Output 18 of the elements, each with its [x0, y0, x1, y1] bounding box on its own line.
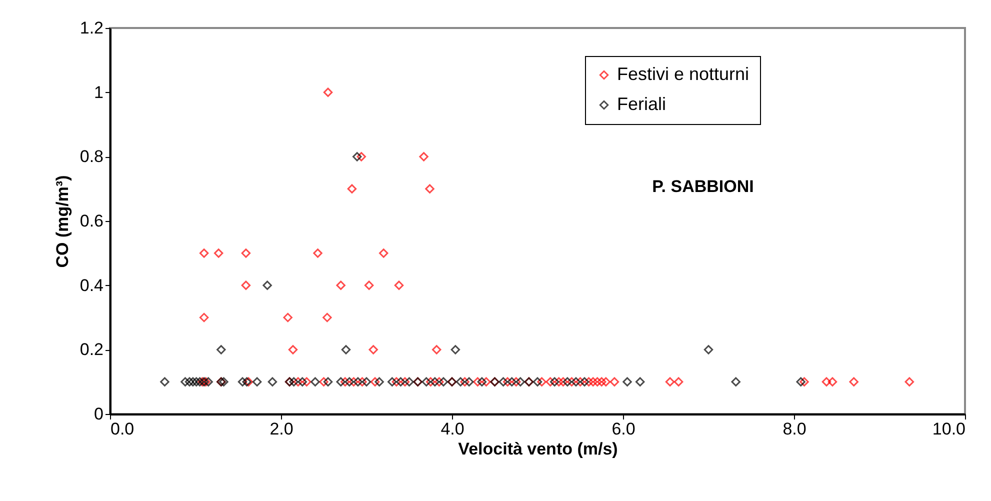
x-tick-label: 8.0	[782, 420, 806, 438]
y-tick-label: 0	[94, 404, 104, 424]
x-tick-label: 10.0	[932, 420, 966, 438]
legend-label: Feriali	[617, 94, 666, 114]
annotation: P. SABBIONI	[652, 177, 754, 196]
y-axis-title: CO (mg/m³)	[52, 175, 72, 268]
y-tick-label: 1.2	[80, 18, 104, 38]
x-tick-label: 6.0	[612, 420, 636, 438]
y-tick-label: 0.6	[80, 212, 104, 230]
y-tick-label: 0.4	[80, 276, 104, 295]
x-tick-label: 0.0	[110, 420, 134, 438]
y-tick-label: 0.8	[80, 147, 104, 166]
x-tick-label: 4.0	[440, 420, 464, 438]
y-tick-label: 1	[94, 82, 104, 102]
x-tick-label: 2.0	[270, 420, 294, 438]
legend-label: Festivi e notturni	[617, 64, 750, 84]
x-axis-title: Velocità vento (m/s)	[458, 440, 618, 458]
y-tick-label: 0.2	[80, 340, 104, 360]
